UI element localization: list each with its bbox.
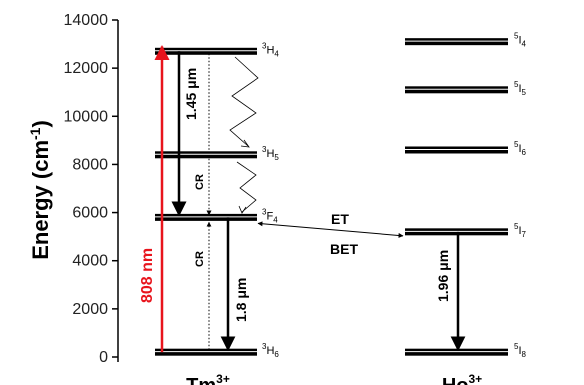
- ion-name-ho: Ho3+: [442, 372, 482, 385]
- energy-transfer-arrow: [257, 221, 404, 238]
- y-axis-ticks: 0 2000 4000 6000 8000 10000 12000 14000: [64, 12, 118, 366]
- et-label: ET: [331, 211, 349, 227]
- y-tick-label: 6000: [72, 205, 108, 222]
- cr-label-upper: CR: [194, 174, 206, 190]
- nonradiative-zigzag-upper: [229, 56, 259, 147]
- tm-level-label: 3F4: [262, 207, 278, 224]
- transitions: 808 nm 1.45 μm 1.8 μm 1.96 μm CR CR ET B…: [139, 44, 466, 353]
- ho-level-label: 5I5: [514, 80, 527, 97]
- nonradiative-arrowhead-upper: [240, 139, 250, 148]
- tm-level-label: 3H5: [262, 145, 279, 162]
- emission-label-1-8um: 1.8 μm: [233, 278, 249, 322]
- ho-level-label: 5I4: [514, 32, 527, 49]
- ion-name-tm: Tm3+: [186, 372, 230, 385]
- cr-label-lower: CR: [194, 251, 206, 267]
- pump-label: 808 nm: [139, 248, 156, 303]
- ho-level-label: 5I8: [514, 342, 527, 359]
- y-axis: 0 2000 4000 6000 8000 10000 12000 14000 Energy …: [27, 12, 119, 366]
- nonradiative-arrowhead-lower: [238, 205, 247, 214]
- nonradiative-zigzag-lower: [236, 161, 257, 213]
- ho-level-label: 5I7: [514, 222, 527, 239]
- emission-label-1-96um: 1.96 μm: [435, 250, 451, 302]
- ho-energy-levels: 5I8 5I7 5I6 5I5 5I4: [405, 32, 527, 359]
- bet-label: BET: [330, 241, 358, 257]
- ho-level-label: 5I6: [514, 140, 527, 157]
- emission-label-1-45um: 1.45 μm: [183, 68, 199, 120]
- y-tick-label: 8000: [72, 156, 108, 173]
- y-tick-label: 2000: [72, 301, 108, 318]
- y-axis-label: Energy (cm-1): [27, 120, 53, 260]
- y-tick-label: 4000: [72, 253, 108, 270]
- y-tick-label: 12000: [64, 60, 109, 77]
- y-tick-label: 0: [99, 349, 108, 366]
- y-tick-label: 14000: [64, 12, 109, 29]
- tm-level-label: 3H4: [262, 41, 279, 58]
- tm-level-label: 3H6: [262, 342, 279, 359]
- y-tick-label: 10000: [64, 108, 109, 125]
- tm-energy-levels: 3H6 3F4 3H5 3H4: [155, 41, 279, 359]
